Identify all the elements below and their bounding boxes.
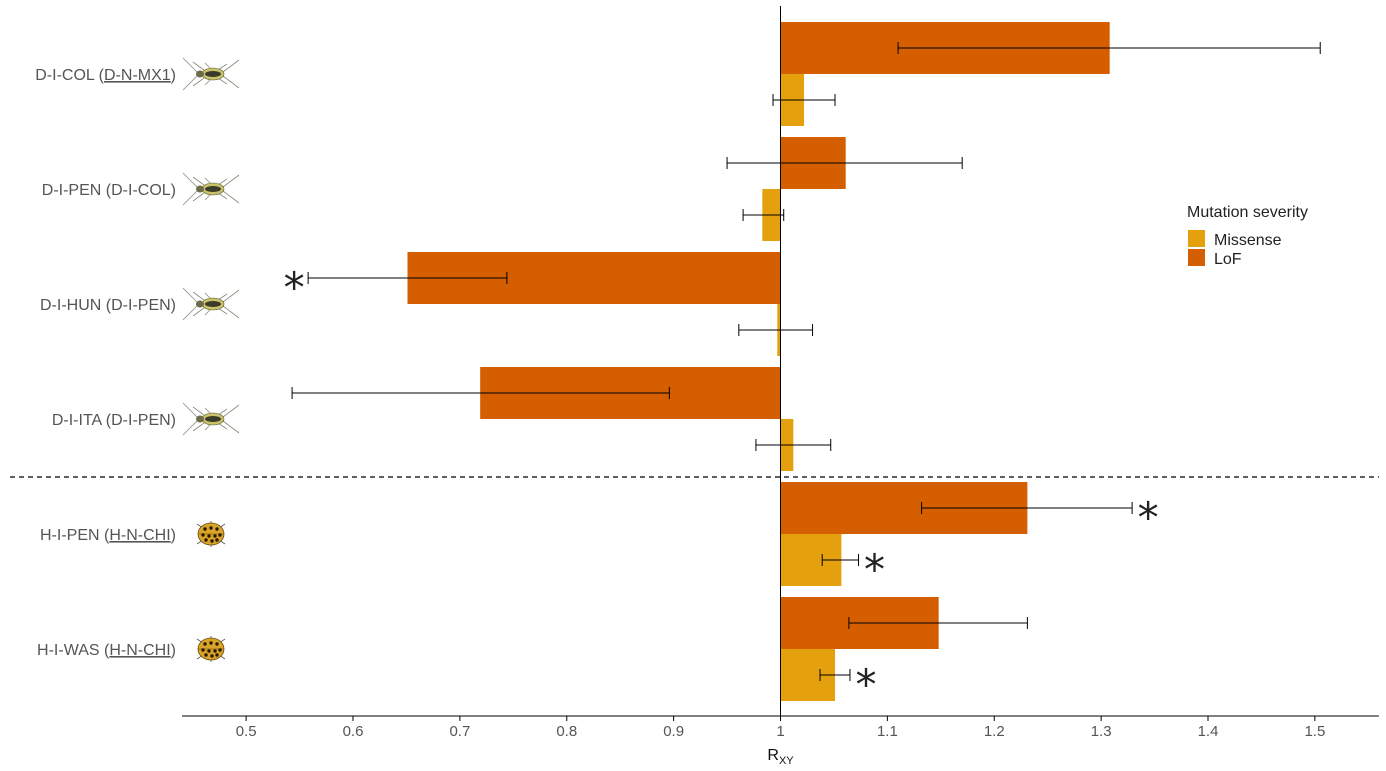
error-bar-missense [738, 324, 814, 336]
x-tick-label: 1.3 [1091, 723, 1112, 740]
category-paren-open: ( [101, 412, 111, 429]
x-tick-label: 0.6 [343, 723, 364, 740]
x-axis-ticks: 0.5 0.6 0.7 0.8 0.9 1 1.1 1.2 1.3 1.4 1.5 [236, 716, 1325, 740]
category-name: D-I-PEN [42, 182, 102, 199]
category-name: D-I-HUN [40, 297, 101, 314]
category-paren-open: ( [100, 642, 110, 659]
category-paren-close: ) [171, 67, 176, 84]
legend-title: Mutation severity [1187, 204, 1308, 221]
category-label: D-I-PEN (D-I-COL) [42, 182, 176, 199]
significance-star: * [284, 263, 305, 312]
category-paren-close: ) [171, 642, 176, 659]
category-label: H-I-WAS (H-N-CHI) [37, 642, 176, 659]
x-tick-label: 1.1 [877, 723, 898, 740]
category-paren-open: ( [101, 182, 111, 199]
category-ref: D-I-COL [111, 182, 171, 199]
bars [407, 22, 1110, 701]
legend: Mutation severity Missense LoF [1187, 204, 1308, 268]
ladybird-icon [196, 521, 226, 547]
x-tick-label: 0.5 [236, 723, 257, 740]
x-tick-label: 0.8 [556, 723, 577, 740]
legend-label-missense: Missense [1214, 232, 1282, 249]
category-paren-close: ) [171, 412, 176, 429]
species-icons [182, 57, 240, 662]
error-bars [291, 42, 1321, 681]
error-bar-missense [755, 439, 832, 451]
category-name: D-I-COL [35, 67, 95, 84]
x-tick-label: 1.4 [1198, 723, 1219, 740]
error-bar-lof [726, 157, 963, 169]
error-bar-lof [307, 272, 508, 284]
category-label: D-I-ITA (D-I-PEN) [52, 412, 176, 429]
x-tick-label: 1.2 [984, 723, 1005, 740]
category-ref: D-I-PEN [111, 412, 171, 429]
category-label: H-I-PEN (H-N-CHI) [40, 527, 176, 544]
category-paren-close: ) [171, 527, 176, 544]
category-labels: D-I-COL (D-N-MX1)D-I-PEN (D-I-COL)D-I-HU… [35, 67, 176, 659]
error-bar-missense [772, 94, 836, 106]
category-label: D-I-HUN (D-I-PEN) [40, 297, 176, 314]
beetle-icon [182, 287, 240, 321]
beetle-icon [182, 172, 240, 206]
x-axis-title: RXY [767, 747, 794, 767]
category-label: D-I-COL (D-N-MX1) [35, 67, 176, 84]
category-ref: D-I-PEN [111, 297, 171, 314]
legend-swatch-missense [1188, 230, 1205, 247]
x-tick-label: 0.9 [663, 723, 684, 740]
significance-stars: * * * * [284, 263, 1159, 709]
x-tick-label: 1 [776, 723, 784, 740]
error-bar-lof [897, 42, 1321, 54]
category-ref: H-N-CHI [109, 642, 170, 659]
legend-swatch-lof [1188, 249, 1205, 266]
category-name: H-I-PEN [40, 527, 100, 544]
error-bar-missense [821, 554, 860, 566]
category-paren-open: ( [94, 67, 104, 84]
category-ref: H-N-CHI [109, 527, 170, 544]
error-bar-lof [921, 502, 1133, 514]
category-ref: D-N-MX1 [104, 67, 171, 84]
category-name: H-I-WAS [37, 642, 100, 659]
category-paren-close: ) [171, 297, 176, 314]
category-paren-open: ( [101, 297, 111, 314]
error-bar-lof [291, 387, 670, 399]
error-bar-lof [848, 617, 1028, 629]
x-tick-label: 0.7 [449, 723, 470, 740]
significance-star: * [1138, 493, 1159, 542]
x-axis-title-sub: XY [779, 755, 794, 767]
beetle-icon [182, 57, 240, 91]
error-bar-missense [819, 669, 851, 681]
significance-star: * [855, 660, 876, 709]
error-bar-missense [742, 209, 785, 221]
legend-label-lof: LoF [1214, 251, 1242, 268]
x-axis-title-main: R [767, 747, 779, 764]
category-paren-open: ( [100, 527, 110, 544]
ladybird-icon [196, 636, 226, 662]
beetle-icon [182, 402, 240, 436]
category-name: D-I-ITA [52, 412, 103, 429]
significance-star: * [864, 545, 885, 594]
x-tick-label: 1.5 [1304, 723, 1325, 740]
category-paren-close: ) [171, 182, 176, 199]
